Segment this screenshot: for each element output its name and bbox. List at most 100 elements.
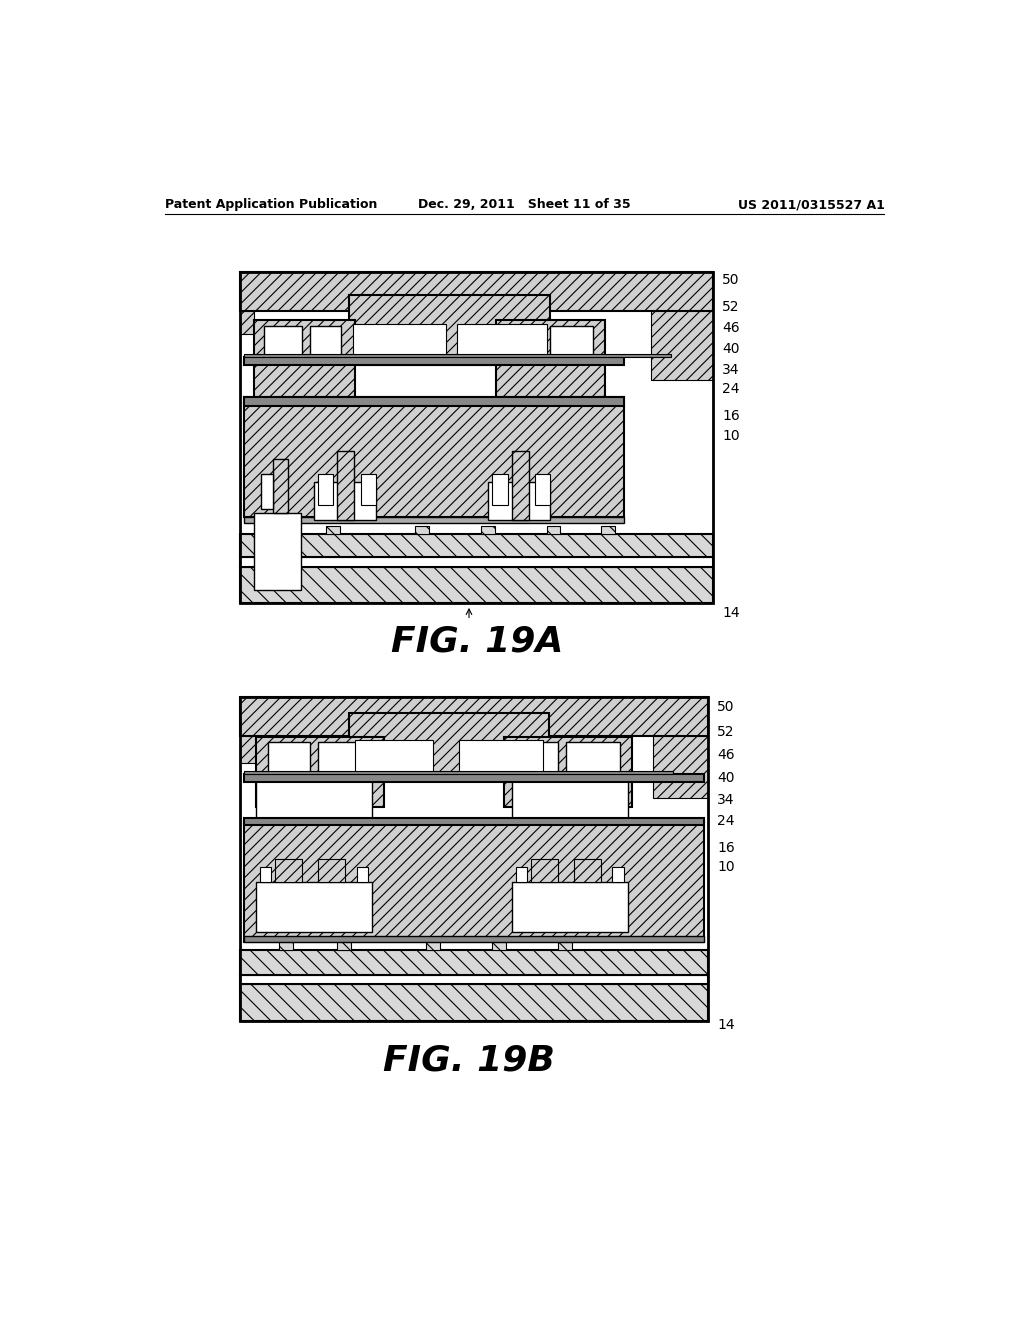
Bar: [512, 451, 528, 520]
Text: 52: 52: [722, 300, 740, 314]
Bar: [241, 312, 254, 334]
Bar: [271, 527, 286, 535]
Bar: [241, 272, 713, 603]
Text: Patent Application Publication: Patent Application Publication: [165, 198, 378, 211]
Bar: [317, 474, 334, 506]
Bar: [245, 936, 703, 942]
Bar: [241, 697, 708, 1020]
Bar: [241, 535, 713, 557]
Bar: [310, 326, 341, 360]
Bar: [512, 882, 628, 932]
Bar: [245, 821, 703, 942]
Bar: [261, 474, 273, 508]
Bar: [245, 817, 703, 825]
Bar: [245, 397, 624, 407]
Bar: [426, 942, 440, 950]
Text: 34: 34: [717, 793, 734, 807]
Bar: [496, 321, 604, 397]
Text: 50: 50: [722, 273, 740, 286]
Bar: [241, 557, 713, 566]
Bar: [245, 775, 703, 781]
Text: 24: 24: [717, 813, 734, 828]
Bar: [245, 517, 624, 524]
Bar: [275, 859, 302, 882]
Bar: [515, 867, 527, 882]
Text: Dec. 29, 2011   Sheet 11 of 35: Dec. 29, 2011 Sheet 11 of 35: [419, 198, 631, 211]
Bar: [550, 326, 593, 360]
Text: 24: 24: [722, 383, 740, 396]
Text: 46: 46: [722, 321, 740, 335]
Bar: [241, 697, 708, 737]
Bar: [337, 942, 351, 950]
Text: 14: 14: [717, 1018, 734, 1032]
Bar: [480, 527, 495, 535]
Bar: [415, 527, 429, 535]
Bar: [531, 859, 558, 882]
Polygon shape: [318, 697, 598, 743]
Text: 46: 46: [717, 748, 734, 762]
Bar: [512, 775, 628, 817]
Text: FIG. 19A: FIG. 19A: [390, 624, 563, 659]
Text: 40: 40: [722, 342, 740, 355]
Bar: [241, 983, 708, 1020]
Text: US 2011/0315527 A1: US 2011/0315527 A1: [737, 198, 885, 211]
Bar: [459, 739, 543, 775]
Bar: [566, 742, 621, 779]
Bar: [612, 867, 624, 882]
Bar: [653, 737, 708, 797]
Text: 34: 34: [722, 363, 740, 378]
Bar: [493, 942, 506, 950]
Bar: [241, 737, 256, 763]
Bar: [314, 482, 376, 520]
Bar: [245, 771, 673, 775]
Bar: [317, 859, 345, 882]
Bar: [263, 326, 302, 360]
Bar: [493, 474, 508, 506]
Text: 10: 10: [717, 859, 734, 874]
Bar: [458, 323, 547, 355]
Bar: [254, 321, 355, 397]
Bar: [245, 397, 624, 517]
Bar: [355, 739, 432, 775]
Bar: [360, 474, 376, 506]
Bar: [241, 950, 708, 974]
Bar: [280, 942, 293, 950]
Bar: [241, 566, 713, 603]
Text: 50: 50: [717, 700, 734, 714]
Bar: [547, 527, 560, 535]
Text: 10: 10: [722, 429, 740, 442]
Bar: [356, 867, 369, 882]
Bar: [256, 775, 372, 817]
Text: 16: 16: [717, 841, 735, 854]
Bar: [651, 312, 713, 380]
Bar: [260, 867, 271, 882]
Bar: [601, 527, 614, 535]
Bar: [273, 459, 289, 512]
Bar: [349, 713, 549, 775]
Bar: [506, 326, 544, 360]
Text: 40: 40: [717, 771, 734, 785]
Bar: [352, 323, 445, 355]
Bar: [504, 738, 632, 807]
Text: 16: 16: [722, 409, 740, 424]
Bar: [254, 512, 301, 590]
Bar: [256, 738, 384, 807]
Bar: [256, 882, 372, 932]
Bar: [241, 272, 713, 312]
Text: FIG. 19B: FIG. 19B: [383, 1044, 555, 1078]
Bar: [267, 742, 310, 779]
Bar: [488, 482, 550, 520]
Bar: [349, 296, 550, 364]
Bar: [558, 942, 572, 950]
Bar: [515, 742, 558, 779]
Bar: [245, 358, 624, 364]
Bar: [337, 451, 354, 520]
Text: 14: 14: [722, 606, 740, 619]
Bar: [326, 527, 340, 535]
Bar: [245, 354, 671, 358]
Text: 52: 52: [717, 725, 734, 739]
Bar: [535, 474, 550, 506]
Bar: [241, 974, 708, 983]
Bar: [573, 859, 601, 882]
Bar: [317, 742, 372, 779]
